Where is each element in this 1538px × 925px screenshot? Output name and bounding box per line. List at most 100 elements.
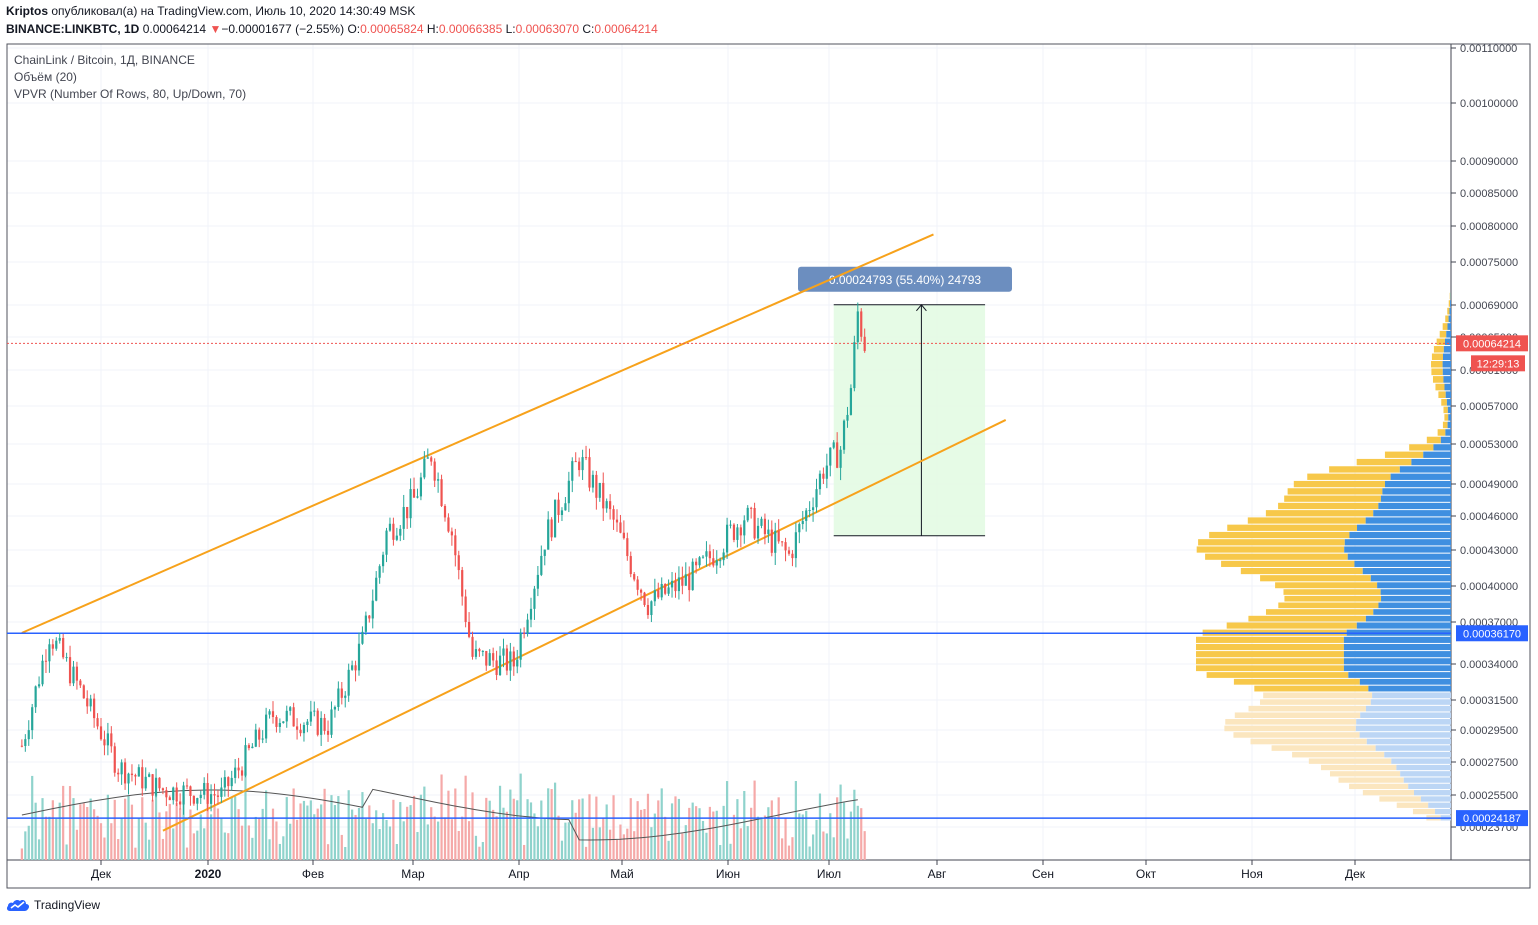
volume-bar	[185, 847, 189, 860]
volume-bar	[388, 826, 392, 860]
indicator-volume[interactable]: Объём (20)	[14, 70, 77, 84]
candle-body	[447, 517, 450, 532]
candle-body	[275, 717, 278, 727]
volume-bar	[798, 813, 801, 860]
volume-bar	[230, 797, 233, 860]
candle-body	[829, 447, 832, 466]
symbol-label: BINANCE:LINKBTC, 1D	[6, 22, 140, 36]
candle-body	[206, 782, 209, 804]
vpvr-bar-down	[1447, 406, 1451, 414]
volume-bar	[695, 806, 698, 860]
volume-bar	[237, 809, 240, 860]
vpvr-bar-up	[1198, 539, 1345, 546]
vpvr-bar-up	[1196, 643, 1344, 651]
candle-body	[519, 632, 522, 660]
candle-body	[746, 507, 749, 521]
volume-bar	[825, 833, 828, 860]
volume-bar	[106, 794, 109, 860]
candle-body	[216, 795, 220, 797]
vpvr-bar-up	[1329, 771, 1401, 777]
volume-bar	[681, 833, 684, 860]
volume-bar	[113, 799, 116, 860]
candle-body	[48, 644, 51, 662]
x-tick-label: Авг	[928, 867, 947, 881]
vpvr-bar-up	[1226, 622, 1357, 629]
candle-body	[557, 499, 560, 516]
candle-body	[154, 777, 158, 796]
price-tag-label: 0.00064214	[1463, 338, 1521, 350]
candle-body	[86, 698, 89, 707]
candle-body	[117, 772, 120, 775]
candle-body	[175, 787, 178, 802]
candle-body	[688, 574, 691, 591]
vpvr-bar-down	[1378, 502, 1451, 510]
volume-bar	[553, 782, 557, 860]
y-tick-label: 0.00053000	[1460, 439, 1518, 451]
candle-body	[409, 489, 412, 519]
vpvr-bar-down	[1343, 658, 1451, 665]
volume-bar	[591, 827, 595, 860]
volume-bar	[777, 797, 780, 860]
candle-body	[691, 561, 694, 591]
candle-body	[213, 794, 216, 796]
channel-upper-line	[21, 233, 934, 634]
y-tick-label: 0.00057000	[1460, 401, 1518, 413]
footer-brand[interactable]: TradingView	[6, 898, 100, 912]
volume-bar	[302, 800, 306, 860]
indicator-title[interactable]: ChainLink / Bitcoin, 1Д, BINANCE	[14, 53, 195, 67]
x-tick-label: Апр	[508, 867, 530, 881]
vpvr-bar-down	[1368, 685, 1451, 692]
volume-bar	[392, 799, 395, 860]
volume-bar	[639, 809, 643, 860]
volume-bar	[471, 792, 474, 860]
volume-bar	[203, 828, 206, 860]
candle-body	[103, 739, 106, 746]
candle-body	[168, 797, 171, 801]
vpvr-bar-up	[1443, 406, 1448, 414]
l-label: L:	[505, 22, 516, 36]
x-tick-label: Окт	[1136, 867, 1157, 881]
vpvr-bar-up	[1444, 414, 1449, 421]
candle-body	[278, 722, 281, 727]
candle-body	[808, 510, 811, 512]
volume-bar	[805, 810, 808, 860]
volume-bar	[51, 800, 54, 860]
candle-body	[605, 501, 608, 509]
price-chart[interactable]: 0.00110000 0.00100000 0.00090000 0.00085000…	[0, 0, 1538, 890]
candle-body	[316, 710, 319, 735]
vpvr-bar-up	[1447, 307, 1450, 315]
candle-body	[388, 523, 392, 531]
candle-body	[588, 457, 591, 488]
vpvr-bar-up	[1379, 796, 1421, 802]
candles	[20, 302, 866, 815]
indicator-vpvr[interactable]: VPVR (Number Of Rows, 80, Up/Down, 70)	[14, 87, 247, 101]
candle-body	[454, 535, 457, 556]
volume-bar	[192, 833, 195, 860]
vpvr-bar-up	[1439, 330, 1447, 338]
volume-bar	[636, 801, 639, 860]
candle-body	[509, 651, 512, 671]
candle-body	[712, 558, 715, 566]
candle-body	[860, 311, 863, 337]
author-name[interactable]: Kriptos	[6, 4, 48, 18]
vpvr-bar-up	[1196, 651, 1344, 658]
volume-bar	[626, 828, 629, 860]
volume-bar	[364, 818, 367, 860]
volume-bar	[37, 839, 41, 860]
candle-body	[419, 477, 423, 497]
candle-body	[330, 709, 333, 735]
candle-body	[399, 528, 402, 536]
candle-body	[591, 474, 595, 488]
vpvr-bar-up	[1284, 495, 1381, 502]
vpvr-bar-up	[1275, 582, 1378, 589]
volume-bar	[144, 822, 147, 860]
vpvr-bar-down	[1447, 323, 1451, 330]
volume-bar	[378, 829, 381, 860]
volume-bar	[677, 798, 681, 860]
candle-body	[62, 637, 65, 658]
candle-body	[791, 553, 794, 559]
volume-bar	[123, 798, 127, 860]
vpvr-bar-up	[1436, 338, 1445, 346]
volume-bar	[423, 786, 426, 860]
candle-body	[182, 785, 185, 805]
